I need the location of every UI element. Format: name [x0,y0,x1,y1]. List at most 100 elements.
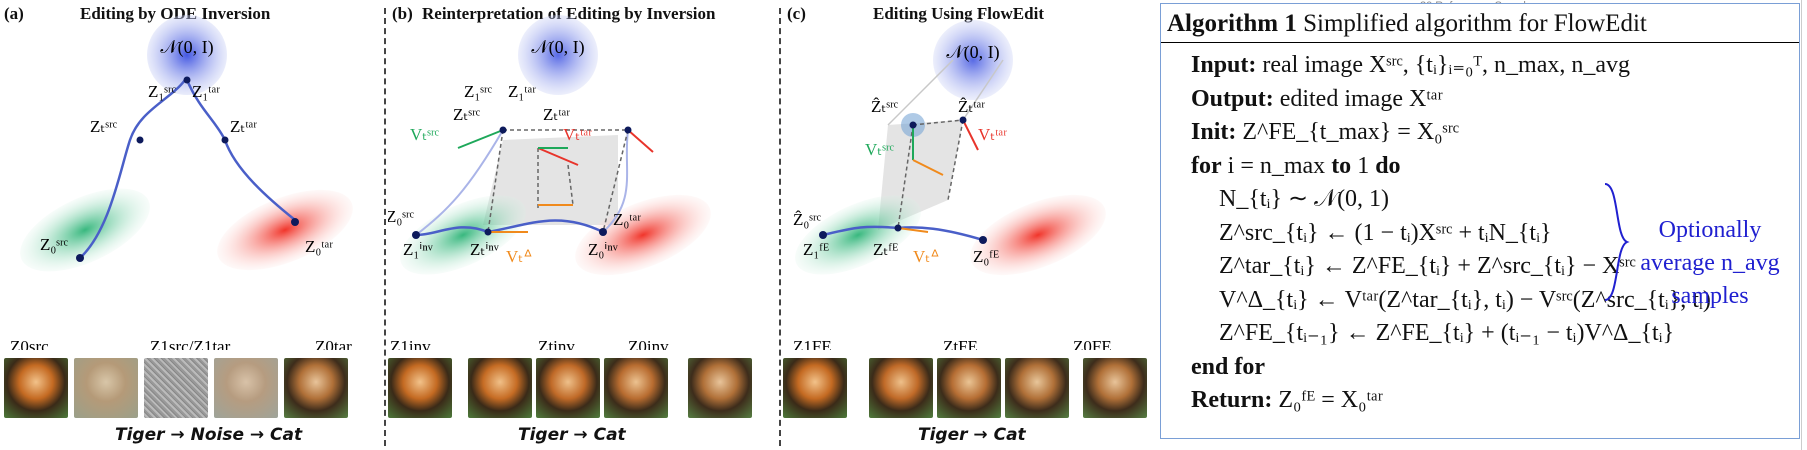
zhat0src-label: Ẑ₀ˢʳᶜ [793,210,822,229]
panel-c-caption: Tiger → Cat [918,425,1026,445]
z1-dot [183,76,191,84]
target-distribution [217,189,353,271]
divider-ab [384,8,386,446]
source-path [79,79,186,259]
algo-line-update: Z^FE_{tᵢ₋₁} ← Z^FE_{tᵢ} + (tᵢ₋₁ − tᵢ)V^Δ… [1219,320,1675,346]
source-distribution [795,195,921,275]
cat-thumb [1083,358,1147,418]
source-distribution [20,188,150,272]
thumb-label-c3: Z0FE [1073,337,1112,350]
noise-blob [518,15,598,95]
algorithm-title: Simplified algorithm for FlowEdit [1303,10,1647,37]
vtdelta-arrow [897,227,929,233]
ztfe-label: Zₜᶠᴱ [873,240,898,259]
z1src-label: Z₁ˢʳᶜ [148,82,177,101]
thumb-label-c2: ZtFE [943,337,978,350]
zhatttar-label: Ẑₜᵗᵃʳ [958,97,985,116]
vtdelta-label: Vₜᐞ [506,247,533,266]
panel-a: (a) Editing by ODE Inversion [0,0,380,450]
edit-path [487,219,604,234]
thumb-label-b3: Z0inv [628,337,669,350]
z1tar-label: Z₁ᵗᵃʳ [508,82,536,101]
vttar-label: Vₜᵗᵃʳ [563,125,592,144]
vtdelta-label: Vₜᐞ [913,247,940,266]
algo-line-zsrc: Z^src_{tᵢ} ← (1 − tᵢ)Xˢʳᶜ + tᵢN_{tᵢ} [1219,219,1552,246]
vtsrc-label: Vₜˢʳᶜ [410,125,440,144]
vtsrc-label: Vₜˢʳᶜ [865,140,895,159]
panel-b-caption: Tiger → Cat [518,425,626,445]
algorithm-label: Algorithm 1 [1167,10,1297,37]
vtsrc-arrow [457,129,504,149]
noise-label: 𝒩(0, I) [946,42,999,63]
noise-blob [933,20,1013,100]
ztsrc-dot [136,136,144,144]
thumb-label-a1: Z0src [10,337,49,350]
thumb-label-a2: Z1src/Z1tar [150,337,231,350]
cat-thumb [284,358,348,418]
tiger-edit-thumb-3 [604,358,668,418]
source-distribution [400,195,526,275]
panel-a-caption: Tiger → Noise → Cat [115,425,303,445]
z1tar-label: Z₁ᵗᵃʳ [192,82,220,101]
algo-line-ztar: Z^tar_{tᵢ} ← Z^FE_{tᵢ} + Z^src_{tᵢ} − Xˢ… [1219,253,1636,279]
thumb-label-b1: Z1inv [390,337,431,350]
algo-line-output: Output: edited image Xᵗᵃʳ [1191,85,1443,112]
algo-line-vdelta: V^Δ_{tᵢ} ← Vᵗᵃʳ(Z^tar_{tᵢ}, tᵢ) − Vˢʳᶜ(Z… [1219,286,1711,313]
tiger-thumb [388,358,452,418]
panel-b-diagram: 𝒩(0, I) Z₁ˢʳᶜ Z₁ᵗᵃʳ Zₜˢʳᶜ Zₜᵗᵃʳ Vₜˢʳᶜ Vₜ… [388,15,711,350]
noise-label: 𝒩(0, I) [531,37,584,58]
zttar-dot [221,136,229,144]
z1fe-label: Z₁ᶠᴱ [803,240,829,259]
inversion-path [415,226,489,237]
z0tar-label: Z₀ᵗᵃʳ [613,210,641,229]
brace-icon [1604,183,1630,301]
noise-label: 𝒩(0, I) [160,37,213,58]
tiger-noisy-thumb [74,358,138,418]
z0src-label: Z₀ˢʳᶜ [40,235,69,254]
fe-thumb-2 [937,358,1001,418]
z0tar-dot [291,218,299,226]
tiger-thumb [4,358,68,418]
fe-thumb-1 [869,358,933,418]
panel-b-label: (b) [392,4,413,23]
ztsrc-label: Zₜˢʳᶜ [90,117,118,136]
panel-b: (b) Reinterpretation of Editing by Inver… [388,0,776,450]
algo-line-noise: N_{tᵢ} ∼ 𝒩(0, 1) [1219,186,1390,212]
z1src-label: Z₁ˢʳᶜ [464,82,493,101]
cat-thumb [688,358,752,418]
tiger-thumb [783,358,847,418]
panel-a-diagram: 𝒩(0, I) Z₁ˢʳᶜ Z₁ᵗᵃʳ Zₜˢʳᶜ Zₜᵗᵃʳ Z₀ˢʳᶜ Z₀… [10,15,353,350]
thumb-label-c1: Z1FE [793,337,832,350]
panel-a-label: (a) [4,4,24,23]
tiger-edit-thumb-1 [468,358,532,418]
algo-line-endfor: end for [1191,353,1265,380]
vttar-arrow [627,129,654,153]
target-distribution [970,194,1106,276]
zttar-label: Zₜᵗᵃʳ [230,117,257,136]
vttar-label: Vₜᵗᵃʳ [978,125,1007,144]
algo-line-init: Init: Z^FE_{t_max} = X₀ˢʳᶜ [1191,119,1459,145]
algo-line-for: for i = n_max to 1 do [1191,152,1401,179]
cat-noisy-thumb [214,358,278,418]
panel-b-title: Reinterpretation of Editing by Inversion [422,4,716,23]
vttar-arrow [962,119,979,151]
noise-blob [147,15,227,95]
zhattsrc-label: Ẑₜˢʳᶜ [871,97,899,116]
panel-a-title: Editing by ODE Inversion [80,4,271,23]
flowedit-path-1 [822,225,899,237]
right-edge [1801,0,1802,450]
algo-line-input: Input: real image Xˢʳᶜ, {tᵢ}ᵢ₌₀ᵀ, n_max,… [1191,52,1631,78]
algorithm-header: Algorithm 1 Simplified algorithm for Flo… [1161,4,1799,43]
z0tar-label: Z₀ᵗᵃʳ [305,237,333,256]
algo-line-return: Return: Z₀ᶠᴱ = X₀ᵗᵃʳ [1191,387,1383,413]
ztinv-label: Zₜⁱⁿᵛ [470,240,500,259]
panel-c-diagram: 𝒩(0, I) Ẑₜˢʳᶜ Ẑₜᵗᵃʳ Vₜˢʳᶜ Vₜᵗᵃʳ Ẑ₀ˢʳᶜ Z₁… [793,20,1112,350]
algorithm-box: Algorithm 1 Simplified algorithm for Flo… [1160,3,1800,439]
panel-c: (c) Editing Using FlowEdit [783,0,1155,450]
z0fe-label: Z₀ᶠᴱ [973,247,999,266]
divider-bc [779,8,781,446]
z1inv-label: Z₁ⁱⁿᵛ [403,240,434,259]
flowedit-path-2 [897,226,984,242]
z0src-label: Z₀ˢʳᶜ [388,207,415,226]
tiger-edit-thumb-2 [536,358,600,418]
